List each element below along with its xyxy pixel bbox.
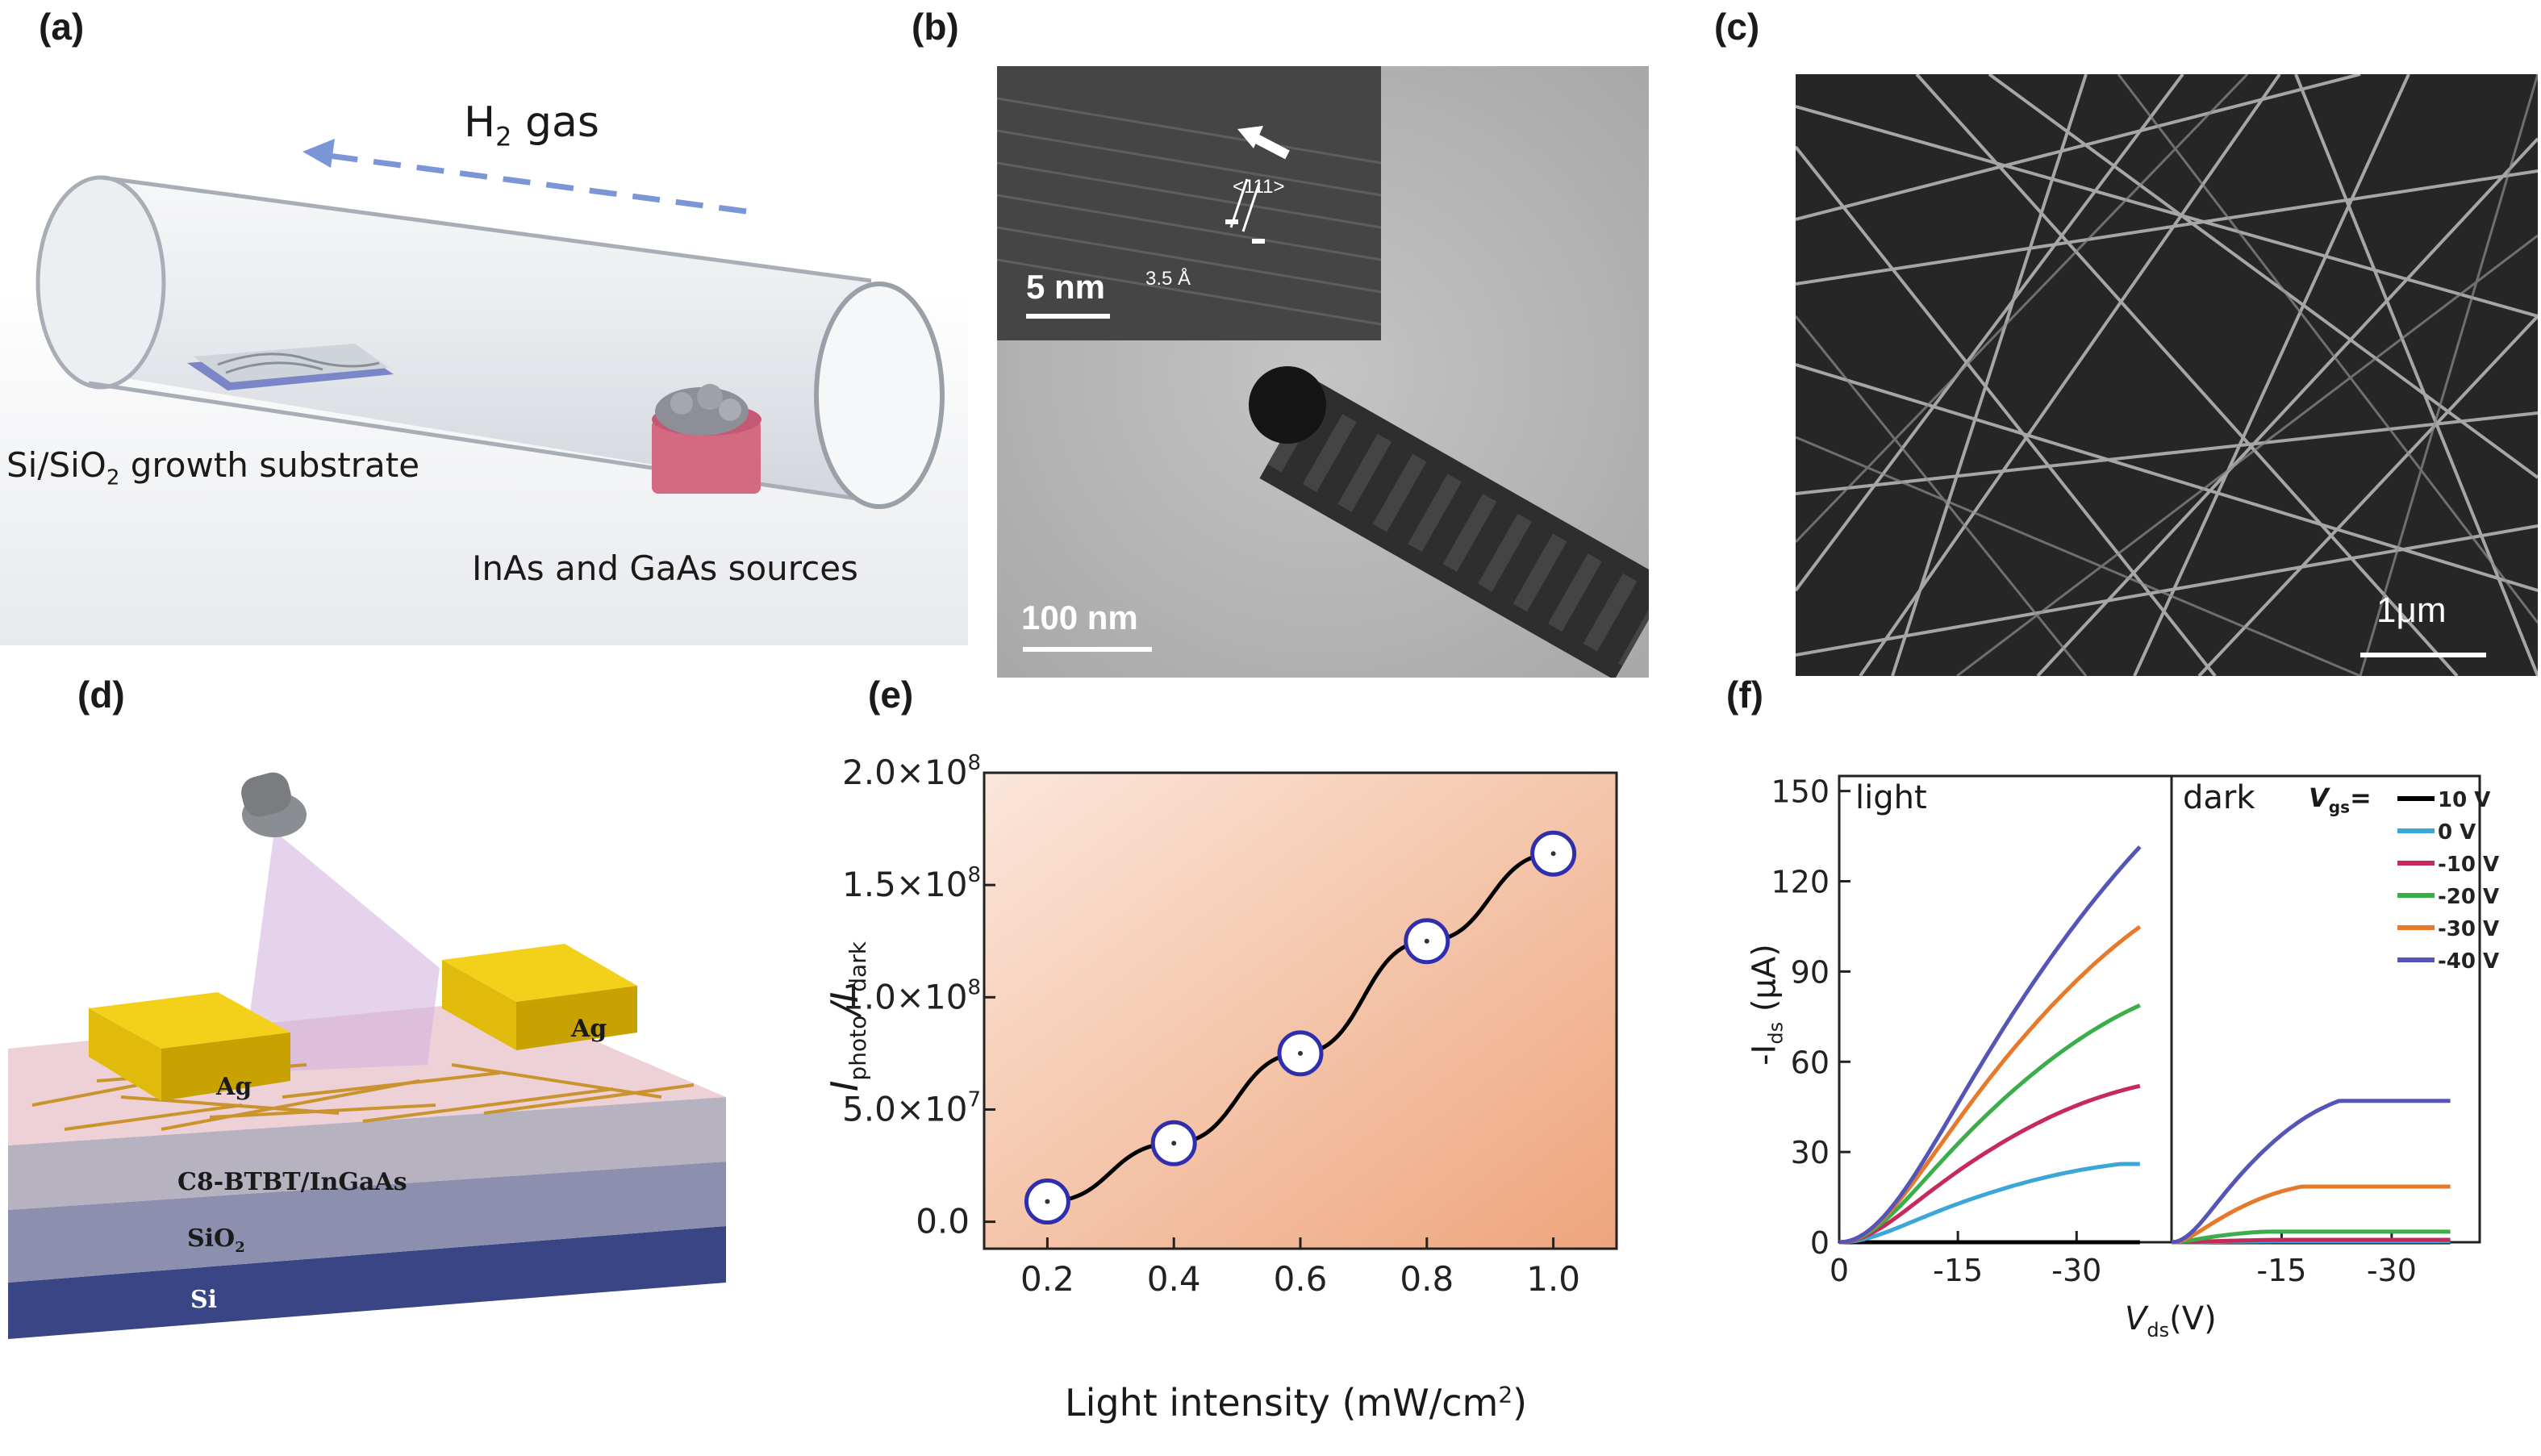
f-curve-dark [2171, 1184, 2451, 1245]
e-data-point [1277, 1030, 1324, 1077]
electrode-right-label: Ag [571, 1015, 607, 1043]
f-xtick-label: -30 [2051, 1253, 2101, 1288]
e-data-point [1024, 1179, 1070, 1225]
f-xtick-label: 0 [1830, 1253, 1849, 1288]
e-xtick-label: 0.6 [1274, 1259, 1328, 1299]
f-curve-light [1838, 1162, 2140, 1245]
f-ytick-label: 90 [1791, 954, 1830, 990]
inset-direction-label: <111> [1233, 176, 1285, 198]
panel-letter-b: (b) [912, 6, 959, 48]
f-legend-label: 10 V [2438, 788, 2490, 812]
panel-d-device-schematic: Ag Ag C8-BTBT/InGaAs SiO2 Si [0, 726, 807, 1371]
base-layer-label: Si [190, 1286, 218, 1314]
main-scale-bar [1023, 647, 1152, 652]
plot-area-f-light [1838, 774, 2173, 1244]
f-curve-light [1838, 1083, 2141, 1245]
e-data-point [1404, 918, 1450, 965]
plot-area-e [983, 771, 1618, 1250]
device-stack-drawing [8, 772, 726, 1339]
e-data-point [1150, 1120, 1197, 1166]
e-xtick-label: 0.2 [1020, 1259, 1074, 1299]
panel-a-furnace-illustration: H2 gas Si/SiO2 growth substrate InAs and… [0, 48, 968, 645]
f-xlabel: Vds(V) [2125, 1300, 2217, 1341]
ratio-vs-intensity-chart: 0.0 5.0×107 1.0×108 1.5×108 2.0×108 0.2 0.4 0.… [842, 751, 1618, 1299]
f-ytick-label: 0 [1810, 1225, 1830, 1261]
tem-inset: 5 nm <111> 3.5 Å [996, 66, 1382, 340]
f-curve-dark [2172, 1237, 2451, 1245]
f-legend-label: -30 V [2438, 917, 2499, 941]
main-scale-label: 100 nm [1021, 599, 1138, 636]
e-ytick-label: 0.0 [916, 1202, 970, 1241]
sources-label: InAs and GaAs sources [472, 549, 858, 588]
panel-letter-e: (e) [868, 674, 914, 715]
f-curve-light [1838, 845, 2142, 1245]
e-ylabel: Iphoto/Idark [822, 941, 872, 1092]
sem-scale-label: 1μm [2376, 590, 2447, 630]
film-layer-label: C8-BTBT/InGaAs [177, 1168, 407, 1196]
panel-letter-f: (f) [1726, 674, 1763, 715]
e-data-point [1530, 830, 1577, 877]
e-xtick-label: 0.8 [1400, 1259, 1454, 1299]
hrtem-lattice-drawing [996, 66, 1382, 340]
panel-letter-c: (c) [1714, 6, 1760, 48]
electrode-left-label: Ag [216, 1073, 252, 1101]
f-legend-label: -20 V [2438, 885, 2499, 909]
output-characteristics-chart: 0 30 60 90 120 150 0 -15 -30 -15 -30 10 V 0 V -10 V -… [1771, 774, 2499, 1288]
e-xtick-label: 0.4 [1147, 1259, 1201, 1299]
sem-nanowire-mesh [1796, 74, 2538, 676]
f-light-label: light [1855, 779, 1927, 816]
panel-b-tem-image: 5 nm <111> 3.5 Å 100 nm [996, 66, 1671, 680]
f-curve-dark [2171, 1229, 2451, 1245]
h2-gas-label: H2 gas [464, 98, 599, 152]
oxide-layer-label: SiO2 [187, 1224, 245, 1256]
f-curve-light [1838, 1003, 2141, 1245]
f-xtick-label: -30 [2367, 1253, 2417, 1288]
f-ylabel: -Ids (μA) [1746, 944, 1788, 1066]
f-dark-label: dark [2183, 779, 2255, 816]
e-ytick-label: 1.5×108 [842, 863, 981, 904]
inset-scale-label: 5 nm [1026, 268, 1106, 306]
panel-f-chart: 0 30 60 90 120 150 0 -15 -30 -15 -30 10 V 0 V -10 V -… [1726, 726, 2541, 1420]
furnace-tube-drawing [0, 139, 968, 645]
panel-letter-a: (a) [39, 6, 85, 48]
e-xtick-label: 1.0 [1526, 1259, 1580, 1299]
f-ytick-label: 60 [1791, 1045, 1830, 1080]
f-legend-label: -40 V [2438, 949, 2499, 974]
inset-spacing-label: 3.5 Å [1145, 268, 1191, 290]
f-curve-dark [2171, 1099, 2451, 1245]
substrate-label: Si/SiO2 growth substrate [6, 445, 420, 490]
panel-c-sem-image: 1μm [1796, 74, 2538, 676]
e-ytick-label: 1.0×108 [842, 975, 981, 1016]
f-ytick-label: 150 [1771, 774, 1830, 810]
panel-e-chart: 0.0 5.0×107 1.0×108 1.5×108 2.0×108 0.2 0.4 0.… [774, 726, 1686, 1452]
f-legend-title: Vgs= [2309, 782, 2372, 817]
f-ytick-label: 120 [1771, 865, 1830, 900]
f-legend-label: 0 V [2438, 820, 2476, 845]
plot-area-f-dark [2170, 774, 2481, 1244]
e-xlabel: Light intensity (mW/cm2) [1065, 1381, 1528, 1425]
f-ytick-label: 30 [1791, 1135, 1830, 1170]
f-xtick-label: -15 [1933, 1253, 1983, 1288]
panel-letter-d: (d) [77, 674, 125, 715]
f-legend-label: -10 V [2438, 853, 2499, 877]
e-ytick-label: 2.0×108 [842, 751, 981, 792]
e-ytick-label: 5.0×107 [842, 1087, 981, 1129]
f-xtick-label: -15 [2256, 1253, 2306, 1288]
